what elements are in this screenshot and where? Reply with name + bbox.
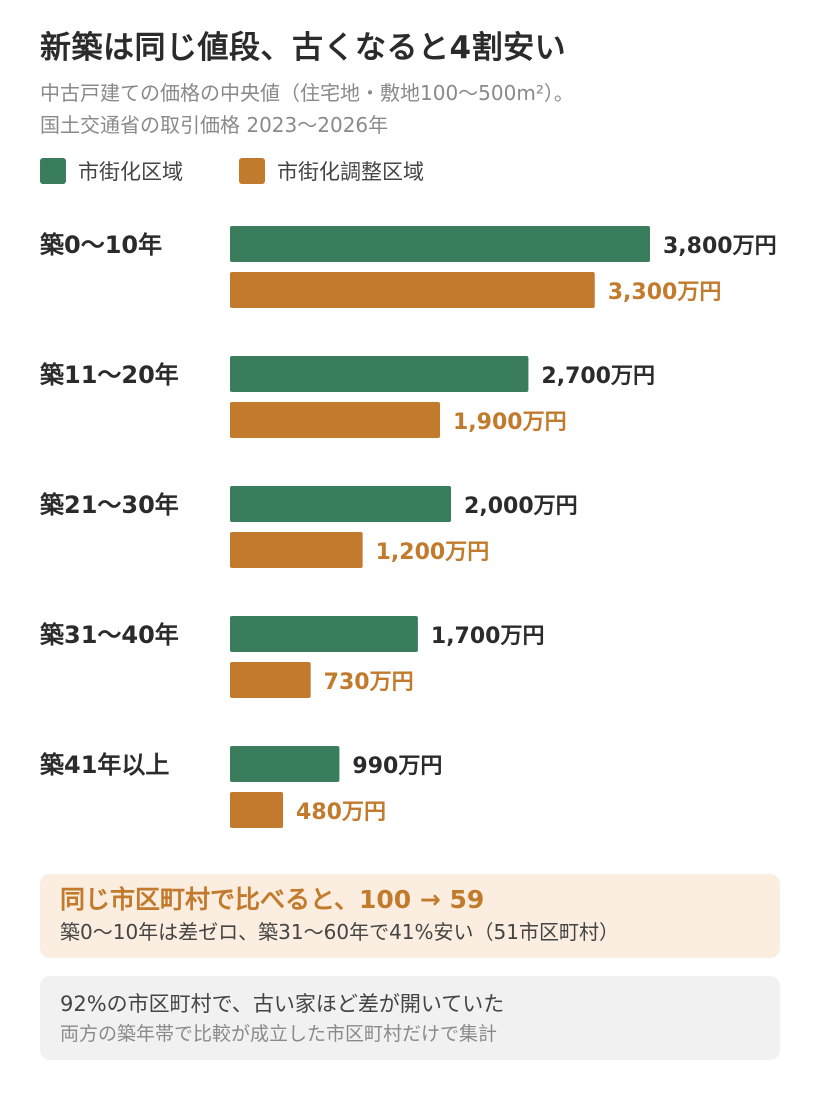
category-label: 築11〜20年 <box>39 361 179 389</box>
value-label: 2,000万円 <box>464 494 578 519</box>
bar-control <box>230 792 284 828</box>
legend-item-urban: 市街化区域 <box>40 156 183 186</box>
bar-control <box>230 402 440 438</box>
value-label: 1,900万円 <box>453 410 567 435</box>
footer-note-headline: 92%の市区町村で、古い家ほど差が開いていた <box>60 992 505 1016</box>
value-label: 2,700万円 <box>541 364 655 389</box>
category-label: 築41年以上 <box>39 751 169 779</box>
footer-note-detail: 両方の築年帯で比較が成立した市区町村だけで集計 <box>60 1023 498 1045</box>
value-label: 480万円 <box>296 800 386 825</box>
legend-swatch-control <box>239 158 265 184</box>
highlight-note-detail: 築0〜10年は差ゼロ、築31〜60年で41%安い（51市区町村） <box>60 920 619 944</box>
highlight-note-headline: 同じ市区町村で比べると、100 → 59 <box>60 885 485 914</box>
category-label: 築0〜10年 <box>39 231 162 259</box>
footer-note: 92%の市区町村で、古い家ほど差が開いていた 両方の築年帯で比較が成立した市区町… <box>40 976 780 1060</box>
legend-label-urban: 市街化区域 <box>78 160 183 184</box>
bar-urban <box>230 746 340 782</box>
value-label: 3,300万円 <box>608 280 722 305</box>
bar-urban <box>230 226 650 262</box>
value-label: 3,800万円 <box>663 234 777 259</box>
bar-urban <box>230 356 529 392</box>
legend-swatch-urban <box>40 158 66 184</box>
bar-control <box>230 532 363 568</box>
bar-urban <box>230 486 452 522</box>
chart-subtitle: 中古戸建ての価格の中央値（住宅地・敷地100〜500m²）。 国土交通省の取引価… <box>40 77 800 141</box>
legend-item-control: 市街化調整区域 <box>239 156 424 186</box>
value-label: 730万円 <box>324 670 414 695</box>
bar-control <box>230 272 595 308</box>
legend: 市街化区域 市街化調整区域 <box>40 156 480 186</box>
highlight-note: 同じ市区町村で比べると、100 → 59 築0〜10年は差ゼロ、築31〜60年で… <box>40 874 780 958</box>
subtitle-line: 中古戸建ての価格の中央値（住宅地・敷地100〜500m²）。 <box>40 81 574 105</box>
value-label: 990万円 <box>352 754 442 779</box>
category-label: 築31〜40年 <box>39 621 179 649</box>
category-label: 築21〜30年 <box>39 491 179 519</box>
subtitle-line: 国土交通省の取引価格 2023〜2026年 <box>40 113 389 137</box>
value-label: 1,700万円 <box>431 624 545 649</box>
chart-title: 新築は同じ値段、古くなると4割安い <box>40 30 567 66</box>
bar-urban <box>230 616 418 652</box>
bar-control <box>230 662 311 698</box>
value-label: 1,200万円 <box>376 540 490 565</box>
legend-label-control: 市街化調整区域 <box>277 160 424 184</box>
